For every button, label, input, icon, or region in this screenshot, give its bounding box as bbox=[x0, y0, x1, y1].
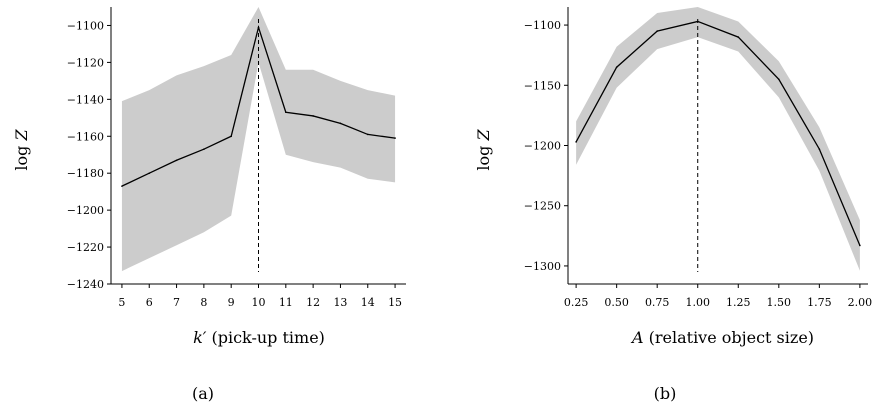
chart-a-y-axis: −1240 −1220 −1200 −1180 −1160 −1140 −1120 −1100 bbox=[67, 7, 112, 291]
chart-a-y-tick-label-2: −1200 bbox=[67, 204, 104, 217]
chart-a-x-tick-label-2: 7 bbox=[173, 296, 180, 309]
chart-a-x-tick-label-9: 14 bbox=[361, 296, 375, 309]
chart-b-y-tick-label-3: −1150 bbox=[524, 79, 561, 92]
chart-b-x-tick-label-1: 0.50 bbox=[604, 296, 629, 309]
chart-b-x-label: A (relative object size) bbox=[630, 328, 814, 347]
chart-b-point-4 bbox=[737, 36, 740, 38]
chart-a: −1240 −1220 −1200 −1180 −1160 −1140 −1120 −1100… bbox=[12, 7, 406, 403]
chart-a-point-4 bbox=[230, 135, 232, 138]
chart-a-x-tick-label-10: 15 bbox=[388, 296, 402, 309]
chart-b-y-label: log Z bbox=[474, 129, 493, 171]
chart-b-x-tick-label-7: 2.00 bbox=[848, 296, 873, 309]
chart-b-x-axis: 0.25 0.50 0.75 1.00 1.25 1.50 1.75 2.00 bbox=[564, 283, 873, 309]
chart-b-point-6 bbox=[818, 148, 821, 150]
chart-b-point-7 bbox=[859, 244, 861, 247]
chart-b-point-1 bbox=[615, 66, 618, 69]
chart-a-y-tick-label-0: −1240 bbox=[67, 278, 104, 291]
chart-a-point-2 bbox=[175, 159, 178, 162]
chart-b-x-label-var: A bbox=[630, 328, 644, 347]
chart-b: −1300 −1250 −1200 −1150 −1100 0.25 0.50 0.75 1.… bbox=[474, 7, 872, 403]
chart-b-point-2 bbox=[656, 30, 658, 32]
chart-a-x-axis: 5 6 7 8 9 10 11 12 13 14 15 bbox=[111, 283, 406, 309]
chart-b-x-tick-label-5: 1.50 bbox=[767, 296, 792, 309]
chart-b-y-tick-label-4: −1100 bbox=[524, 19, 561, 32]
chart-a-y-tick-label-1: −1220 bbox=[67, 241, 104, 254]
chart-b-x-tick-label-2: 0.75 bbox=[645, 296, 670, 309]
chart-a-x-label-text: (pick-up time) bbox=[206, 328, 325, 347]
chart-a-x-tick-label-6: 11 bbox=[279, 296, 293, 309]
chart-b-x-tick-label-3: 1.00 bbox=[685, 296, 710, 309]
chart-b-y-label-var: Z bbox=[474, 129, 493, 142]
chart-a-caption: (a) bbox=[192, 384, 214, 403]
chart-a-x-tick-label-7: 12 bbox=[306, 296, 320, 309]
chart-a-point-8 bbox=[339, 122, 342, 125]
chart-b-x-label-text: (relative object size) bbox=[644, 328, 815, 347]
chart-b-plot bbox=[575, 7, 861, 272]
chart-b-confidence-band bbox=[576, 7, 860, 271]
chart-a-point-1 bbox=[148, 172, 151, 174]
chart-a-x-tick-label-4: 9 bbox=[228, 296, 235, 309]
chart-a-x-tick-label-1: 6 bbox=[146, 296, 153, 309]
chart-a-y-tick-label-7: −1100 bbox=[67, 19, 104, 32]
chart-b-point-0 bbox=[575, 141, 577, 143]
chart-b-y-axis: −1300 −1250 −1200 −1150 −1100 bbox=[524, 7, 569, 284]
chart-b-series-line bbox=[575, 20, 861, 246]
chart-b-point-5 bbox=[778, 78, 780, 81]
chart-a-x-tick-label-5: 10 bbox=[252, 296, 266, 309]
chart-a-confidence-band bbox=[121, 7, 396, 272]
chart-a-point-3 bbox=[203, 148, 205, 150]
chart-a-y-tick-label-5: −1140 bbox=[67, 93, 104, 106]
chart-a-point-0 bbox=[121, 185, 123, 187]
chart-b-y-tick-label-0: −1300 bbox=[524, 260, 561, 273]
chart-a-x-tick-label-8: 13 bbox=[333, 296, 347, 309]
chart-a-point-7 bbox=[312, 115, 314, 117]
chart-a-x-tick-label-3: 8 bbox=[200, 296, 207, 309]
chart-a-point-6 bbox=[285, 111, 287, 114]
chart-a-plot bbox=[121, 7, 396, 272]
chart-a-x-tick-label-0: 5 bbox=[118, 296, 125, 309]
chart-b-caption: (b) bbox=[654, 384, 677, 403]
chart-b-y-tick-label-1: −1250 bbox=[524, 200, 561, 213]
chart-b-y-tick-label-2: −1200 bbox=[524, 140, 561, 153]
chart-a-y-label-var: Z bbox=[12, 129, 31, 142]
chart-b-x-tick-label-4: 1.25 bbox=[726, 296, 751, 309]
chart-b-x-tick-label-6: 1.75 bbox=[807, 296, 832, 309]
chart-a-x-label: k′ (pick-up time) bbox=[193, 328, 325, 347]
chart-a-x-label-var: k′ bbox=[193, 328, 207, 347]
chart-a-y-tick-label-6: −1120 bbox=[67, 56, 104, 69]
chart-a-y-label-main: log bbox=[12, 141, 31, 171]
chart-a-point-9 bbox=[366, 133, 369, 136]
chart-a-point-10 bbox=[394, 137, 396, 139]
chart-b-x-tick-label-0: 0.25 bbox=[564, 296, 589, 309]
chart-a-y-tick-label-3: −1180 bbox=[67, 167, 104, 180]
chart-a-y-tick-label-4: −1160 bbox=[67, 130, 104, 143]
chart-a-y-label: log Z bbox=[12, 129, 31, 171]
chart-b-y-label-main: log bbox=[474, 141, 493, 171]
